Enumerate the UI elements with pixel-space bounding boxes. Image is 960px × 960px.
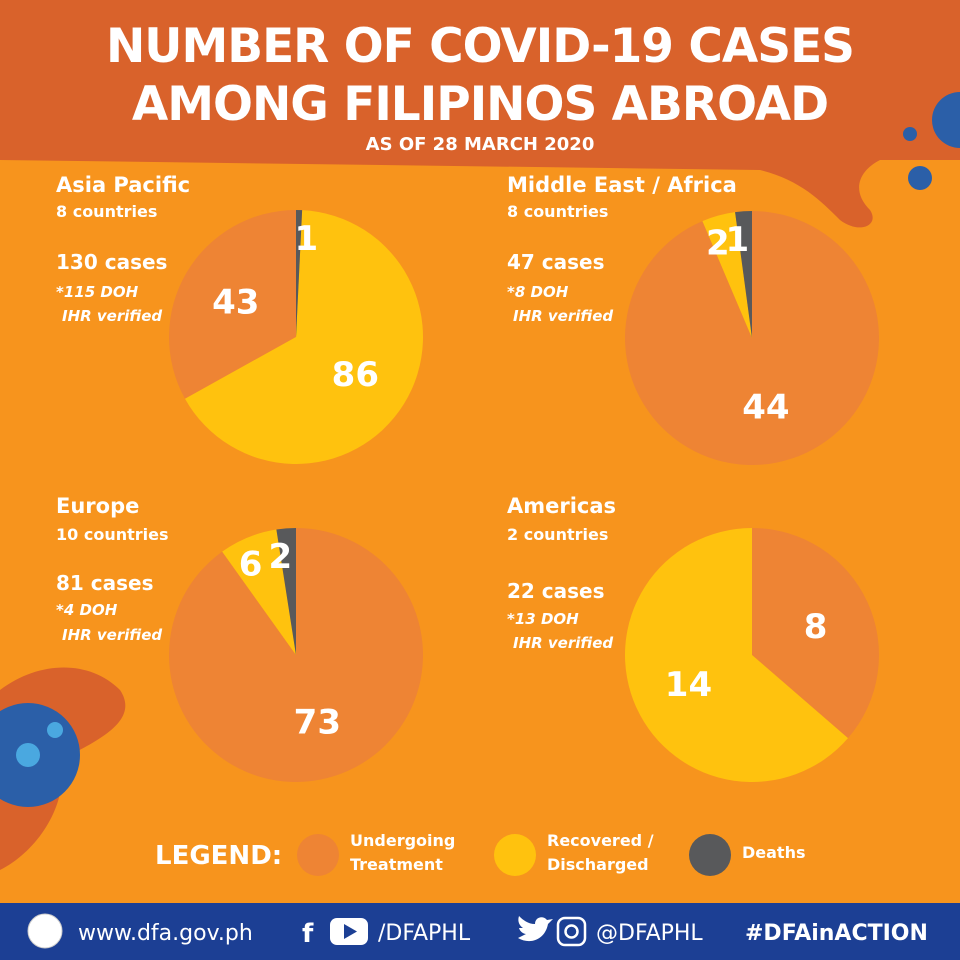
title-line: AMONG FILIPINOS ABROAD	[132, 77, 828, 132]
legend: LEGEND: Undergoing Treatment Recovered / Di…	[155, 831, 806, 876]
region-cases: 22 cases	[507, 579, 605, 603]
pie-value-label: 1	[295, 219, 319, 259]
region-note: *13 DOH	[507, 610, 579, 628]
facebook-handle: /DFAPHL	[378, 921, 471, 946]
legend-label: Treatment	[350, 855, 443, 874]
pie-slice	[169, 528, 424, 782]
legend-swatch	[494, 834, 536, 876]
instagram-lens	[564, 924, 579, 939]
pie-slice	[702, 212, 752, 338]
pie-slice	[185, 210, 424, 464]
legend-label: Deaths	[742, 843, 806, 862]
region-cases: 130 cases	[56, 250, 167, 274]
region-cases: 47 cases	[507, 250, 605, 274]
virus-decor	[0, 92, 960, 807]
subtitle: AS OF 28 MARCH 2020	[366, 134, 595, 155]
twitter-handle: @DFAPHL	[596, 921, 703, 946]
legend-title: LEGEND:	[155, 841, 282, 871]
pie-slice	[169, 210, 296, 399]
region-note: IHR verified	[62, 307, 162, 325]
region-countries: 10 countries	[56, 525, 169, 544]
pie-value-label: 2	[706, 223, 730, 263]
region-countries: 8 countries	[507, 202, 608, 221]
legend-label: Discharged	[547, 855, 649, 874]
footer-band	[0, 903, 960, 960]
virus-dot	[16, 743, 40, 767]
legend-swatch	[297, 834, 339, 876]
pie-value-label: 1	[726, 220, 750, 260]
pie-value-label: 86	[332, 355, 379, 395]
facebook-icon: f	[302, 919, 314, 949]
region-note: IHR verified	[513, 307, 613, 325]
title-line: NUMBER OF COVID-19 CASES	[106, 19, 854, 74]
pie-slice	[625, 528, 848, 782]
pie-chart: 43 86 1 Asia Pacific 8 countries 130 cases *11…	[56, 173, 424, 464]
region-title: Asia Pacific	[56, 173, 190, 197]
website: www.dfa.gov.ph	[78, 921, 253, 946]
virus	[908, 166, 932, 190]
region-cases: 81 cases	[56, 571, 154, 595]
pie-value-label: 44	[742, 387, 789, 427]
region-countries: 2 countries	[507, 525, 608, 544]
region-note: IHR verified	[62, 626, 162, 644]
twitter-icon	[518, 916, 553, 942]
pie-chart: 73 6 2 Europe 10 countries 81 cases *4 DOH IHR …	[56, 494, 424, 782]
pie-slice	[296, 210, 303, 337]
region-countries: 8 countries	[56, 202, 157, 221]
virus-dot	[47, 722, 63, 738]
region-note: IHR verified	[513, 634, 613, 652]
pie-slice	[735, 211, 752, 338]
youtube-play	[344, 924, 357, 939]
region-note: *115 DOH	[56, 283, 139, 301]
legend-label: Recovered /	[547, 831, 654, 850]
region-note: *8 DOH	[507, 283, 569, 301]
legend-swatch	[689, 834, 731, 876]
seal	[27, 913, 63, 949]
region-title: Americas	[507, 494, 616, 518]
pie-slice	[752, 528, 879, 739]
region-title: Middle East / Africa	[507, 173, 737, 197]
pie-value-label: 43	[212, 283, 259, 323]
pie-value-label: 8	[804, 607, 828, 647]
pie-value-label: 14	[665, 665, 712, 705]
instagram-icon	[556, 916, 587, 947]
pie-slice	[222, 529, 296, 655]
pie-value-label: 6	[239, 544, 263, 584]
virus	[932, 92, 960, 148]
hashtag: #DFAinACTION	[745, 921, 928, 946]
virus	[903, 127, 917, 141]
legend-label: Undergoing	[350, 831, 455, 850]
pie-value-label: 73	[294, 703, 341, 743]
header-band	[0, 0, 960, 228]
pie-chart: 8 14 Americas 2 countries 22 cases *13 DOH IHR…	[507, 494, 879, 782]
pie-value-label: 2	[268, 537, 292, 577]
pie-chart: 44 21 Middle East / Africa 8 countries 47 ca…	[507, 173, 879, 466]
region-title: Europe	[56, 494, 139, 518]
region-note: *4 DOH	[56, 601, 118, 619]
pie-slice	[276, 528, 296, 655]
